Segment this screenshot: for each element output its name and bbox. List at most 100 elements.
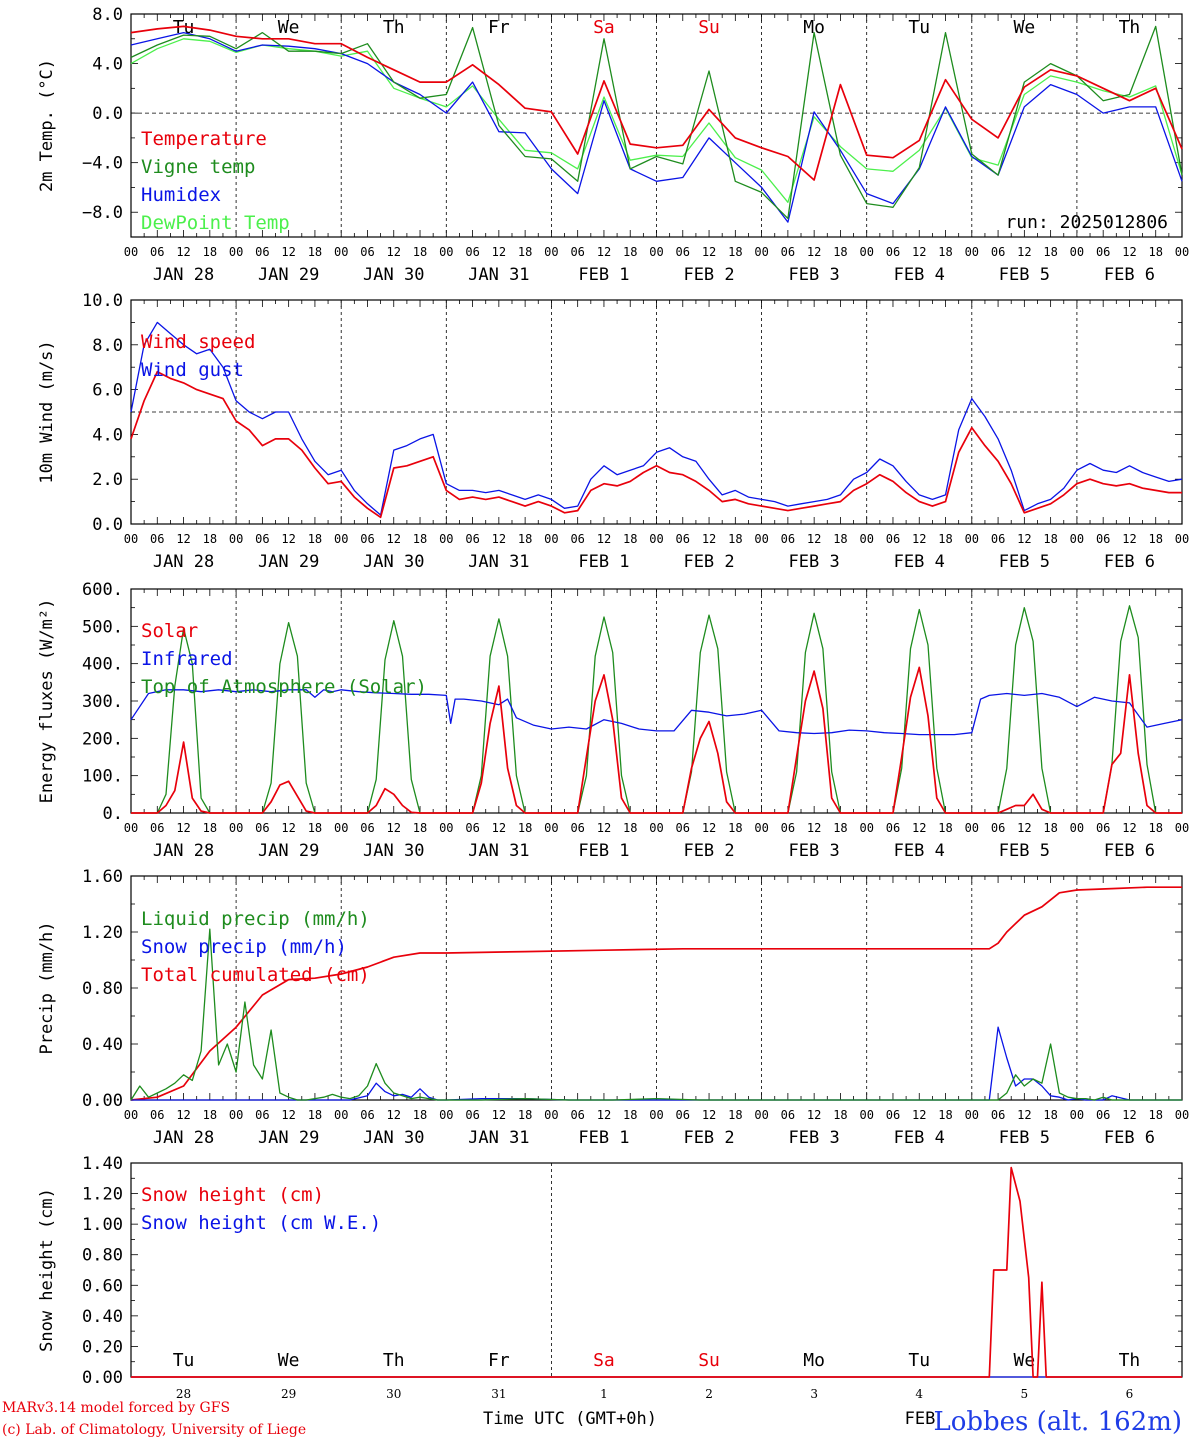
y-tick-label: 0.00 [82,1368,123,1388]
hour-label: 12 [1122,1108,1136,1122]
hour-label: 06 [465,1108,479,1122]
date-label: FEB 5 [999,265,1050,285]
date-label: FEB 5 [999,552,1050,572]
date-label: JAN 30 [363,1128,424,1148]
plot-frame [130,13,1183,238]
y-tick-label: 2.0 [92,470,123,490]
hour-label: 00 [124,245,138,259]
y-tick-label: 0.40 [82,1307,123,1327]
y-tick-label: 8.0 [92,5,123,25]
date-label: FEB 6 [1104,1128,1155,1148]
hour-label: 06 [991,245,1005,259]
y-tick-label: 600. [82,580,123,600]
date-label: 29 [281,1387,296,1401]
date-label: FEB 2 [683,265,734,285]
day-name: Tu [173,1350,195,1371]
time-axis-label: Time UTC (GMT+0h) [483,1409,657,1429]
date-label: FEB 2 [683,1128,734,1148]
hour-label: 06 [1096,821,1110,835]
model-credit: MARv3.14 model forced by GFS [2,1400,230,1416]
lab-credit: (c) Lab. of Climatology, University of L… [2,1422,306,1438]
date-label: 30 [386,1387,401,1401]
day-name: Th [1119,1350,1141,1371]
hour-label: 18 [938,532,952,546]
y-axis-title: Energy fluxes (W/m²) [37,599,57,804]
hour-label: 18 [728,821,742,835]
hour-label: 12 [492,532,506,546]
hour-label: 06 [570,245,584,259]
hour-label: 18 [833,245,847,259]
hour-label: 18 [413,1108,427,1122]
series-line-temperature [130,25,1183,181]
hour-label: 00 [229,1108,243,1122]
hour-label: 06 [676,1108,690,1122]
hour-label: 18 [203,821,217,835]
day-name: Tu [908,17,930,38]
hour-label: 00 [965,1108,979,1122]
date-label: FEB 5 [999,1128,1050,1148]
date-label: FEB 4 [894,265,945,285]
hour-label: 00 [334,821,348,835]
panel-4: 00 06 12 18 00 06 12 18 00 06 12 18 00 06 12 18 00 06 12 18… [37,867,1189,1148]
hour-label: 00 [1175,1108,1189,1122]
y-tick-label: 1.20 [82,1185,123,1205]
hour-label: 00 [334,245,348,259]
hour-label: 12 [176,1108,190,1122]
hour-label: 12 [912,821,926,835]
hour-label: 18 [728,532,742,546]
y-tick-label: −8.0 [82,203,123,223]
hour-label: 06 [1096,245,1110,259]
date-label: FEB 4 [894,1128,945,1148]
hour-label: 00 [1070,821,1084,835]
hour-label: 00 [439,532,453,546]
hour-label: 12 [1122,821,1136,835]
date-label: JAN 30 [363,552,424,572]
hour-label: 18 [938,245,952,259]
y-tick-label: 1.20 [82,923,123,943]
y-tick-label: 100. [82,767,123,787]
hour-label: 18 [203,245,217,259]
date-label: FEB 1 [578,552,629,572]
hour-label: 00 [229,245,243,259]
legend-entry: Wind gust [141,359,244,381]
date-label: FEB 3 [789,841,840,861]
hour-label: 12 [281,1108,295,1122]
y-axis-title: 2m Temp. (°C) [37,59,57,192]
date-label: 2 [705,1387,713,1401]
hour-label: 12 [387,532,401,546]
hour-label: 00 [965,821,979,835]
y-tick-label: 0.80 [82,979,123,999]
hour-label: 12 [492,821,506,835]
day-name: Th [383,17,405,38]
y-axis-title: Precip (mm/h) [37,921,57,1054]
date-label: JAN 28 [153,552,214,572]
hour-label: 06 [781,1108,795,1122]
hour-label: 00 [649,1108,663,1122]
day-name: Fr [488,1350,510,1371]
hour-label: 00 [1175,245,1189,259]
hour-label: 12 [912,532,926,546]
date-label: FEB 1 [578,841,629,861]
day-name: We [1014,1350,1036,1371]
day-name: Th [1119,17,1141,38]
day-name: We [1014,17,1036,38]
hour-label: 00 [544,532,558,546]
legend-entry: Wind speed [141,331,255,353]
hour-label: 18 [1148,1108,1162,1122]
date-label: 31 [491,1387,506,1401]
hour-label: 06 [255,1108,269,1122]
hour-label: 18 [518,1108,532,1122]
date-label: JAN 31 [468,841,529,861]
y-tick-label: 500. [82,617,123,637]
hour-label: 12 [807,821,821,835]
series-line-snow-height-cm [131,1166,1182,1378]
hour-label: 18 [413,245,427,259]
legend-entry: Temperature [141,128,267,150]
legend-entry: Vigne temp [141,156,255,178]
date-label: 5 [1021,1387,1029,1401]
hour-label: 18 [938,1108,952,1122]
date-label: JAN 28 [153,1128,214,1148]
day-name: Tu [173,17,195,38]
hour-label: 00 [439,821,453,835]
hour-label: 12 [176,532,190,546]
